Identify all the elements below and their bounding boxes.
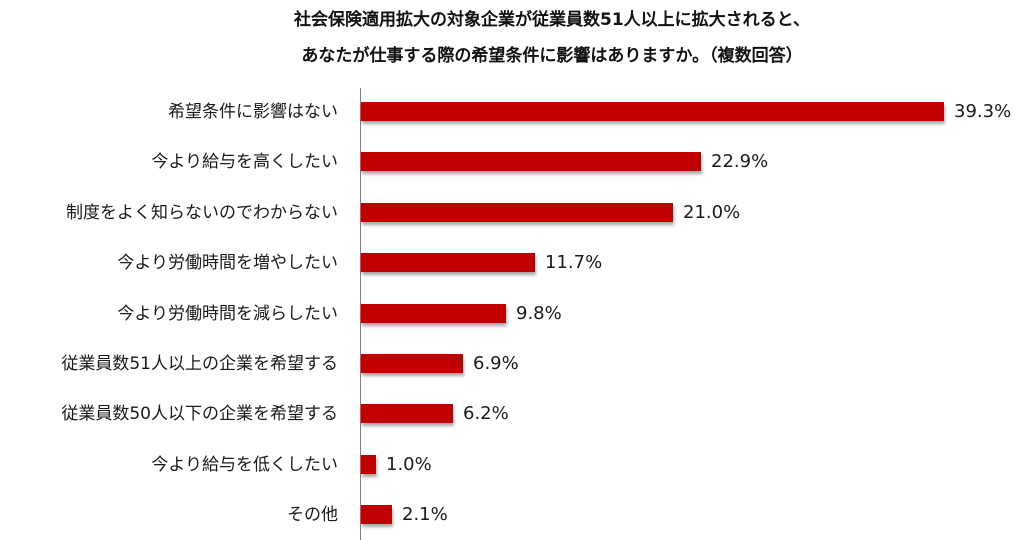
bar-row: その他 2.1%	[0, 504, 1030, 525]
bar	[361, 455, 376, 474]
category-label: 今より給与を高くしたい	[151, 152, 338, 172]
bar	[361, 102, 944, 121]
bar	[361, 354, 463, 373]
value-label: 1.0%	[386, 454, 432, 475]
category-label: 制度をよく知らないのでわからない	[66, 203, 338, 223]
category-label: 今より労働時間を増やしたい	[117, 253, 338, 273]
value-label: 6.9%	[473, 353, 519, 374]
category-label: その他	[287, 505, 338, 525]
value-label: 21.0%	[683, 202, 741, 223]
bar-row: 今より労働時間を増やしたい 11.7%	[0, 252, 1030, 273]
chart-title-line-2: あなたが仕事する際の希望条件に影響はありますか。（複数回答）	[301, 46, 803, 66]
bar	[361, 253, 535, 272]
category-axis-line	[360, 88, 361, 540]
bar	[361, 404, 453, 423]
value-label: 9.8%	[516, 303, 562, 324]
bar-row: 今より給与を低くしたい 1.0%	[0, 454, 1030, 475]
bar-row: 今より給与を高くしたい 22.9%	[0, 151, 1030, 172]
bar	[361, 304, 506, 323]
value-label: 2.1%	[402, 504, 448, 525]
category-label: 従業員数50人以下の企業を希望する	[61, 404, 338, 424]
bar-row: 今より労働時間を減らしたい 9.8%	[0, 303, 1030, 324]
category-label: 希望条件に影響はない	[168, 102, 338, 122]
bar-row: 制度をよく知らないのでわからない 21.0%	[0, 202, 1030, 223]
category-label: 今より給与を低くしたい	[151, 455, 338, 475]
bar-row: 希望条件に影響はない 39.3%	[0, 101, 1030, 122]
value-label: 6.2%	[463, 403, 509, 424]
bar-row: 従業員数50人以下の企業を希望する 6.2%	[0, 403, 1030, 424]
chart-title-line-1: 社会保険適用拡大の対象企業が従業員数51人以上に拡大されると、	[294, 10, 810, 30]
bar	[361, 505, 392, 524]
value-label: 22.9%	[711, 151, 769, 172]
bar-row: 従業員数51人以上の企業を希望する 6.9%	[0, 353, 1030, 374]
bar	[361, 152, 701, 171]
bar	[361, 203, 673, 222]
value-label: 11.7%	[545, 252, 603, 273]
category-label: 今より労働時間を減らしたい	[117, 304, 338, 324]
value-label: 39.3%	[954, 101, 1012, 122]
category-label: 従業員数51人以上の企業を希望する	[61, 354, 338, 374]
